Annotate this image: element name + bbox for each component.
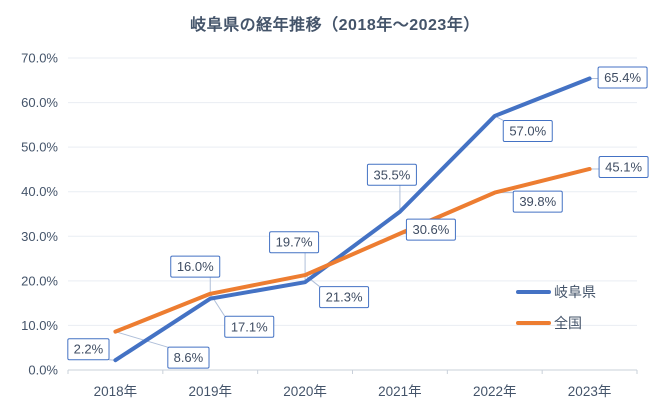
y-axis-label: 70.0%	[21, 51, 58, 66]
y-axis-label: 0.0%	[28, 363, 58, 378]
y-axis-label: 40.0%	[21, 184, 58, 199]
data-label: 8.6%	[174, 350, 204, 365]
data-label: 35.5%	[373, 167, 410, 182]
data-label-box	[167, 346, 210, 369]
national-line-swatch-icon	[516, 321, 551, 325]
y-axis-label: 60.0%	[21, 95, 58, 110]
leader-line	[304, 274, 320, 287]
data-label: 57.0%	[509, 123, 546, 138]
legend-label-gifu: 岐阜県	[554, 284, 596, 300]
data-label-box	[366, 163, 417, 186]
data-label: 21.3%	[326, 290, 363, 305]
legend-item-national: 全国	[516, 313, 596, 333]
leader-line	[115, 331, 168, 348]
data-label-box	[67, 338, 110, 361]
data-label-box	[170, 255, 221, 278]
legend-item-gifu: 岐阜県	[516, 282, 596, 302]
data-label: 39.8%	[519, 194, 556, 209]
x-axis-label: 2018年	[94, 384, 138, 399]
y-axis-label: 10.0%	[21, 318, 58, 333]
x-axis-label: 2021年	[378, 384, 422, 399]
data-label: 65.4%	[604, 70, 641, 85]
y-axis-label: 20.0%	[21, 273, 58, 288]
gifu-line-swatch-icon	[516, 290, 551, 294]
data-label-box	[269, 231, 320, 254]
series-line-1	[113, 166, 592, 334]
y-axis-label: 50.0%	[21, 140, 58, 155]
series-line-0	[113, 76, 592, 363]
legend-label-national: 全国	[554, 315, 582, 331]
data-label: 30.6%	[412, 222, 449, 237]
data-label: 2.2%	[74, 342, 104, 357]
data-label: 17.1%	[231, 319, 268, 334]
data-label-box	[319, 286, 370, 309]
y-axis-label: 30.0%	[21, 229, 58, 244]
data-label: 19.7%	[276, 235, 313, 250]
data-label-box	[405, 218, 456, 241]
data-label-box	[502, 119, 553, 142]
x-axis-label: 2019年	[188, 384, 232, 399]
chart-title: 岐阜県の経年推移（2018年～2023年）	[190, 17, 480, 34]
x-axis-label: 2023年	[568, 384, 612, 399]
x-axis-label: 2020年	[283, 384, 327, 399]
data-label-box	[224, 315, 275, 338]
chart-legend: 岐阜県 全国	[516, 282, 596, 344]
data-label: 45.1%	[605, 159, 642, 174]
data-label-box	[598, 155, 649, 178]
x-axis-label: 2022年	[473, 384, 517, 399]
data-label-box	[512, 190, 563, 213]
data-label: 16.0%	[177, 259, 214, 274]
data-label-box	[597, 66, 648, 89]
